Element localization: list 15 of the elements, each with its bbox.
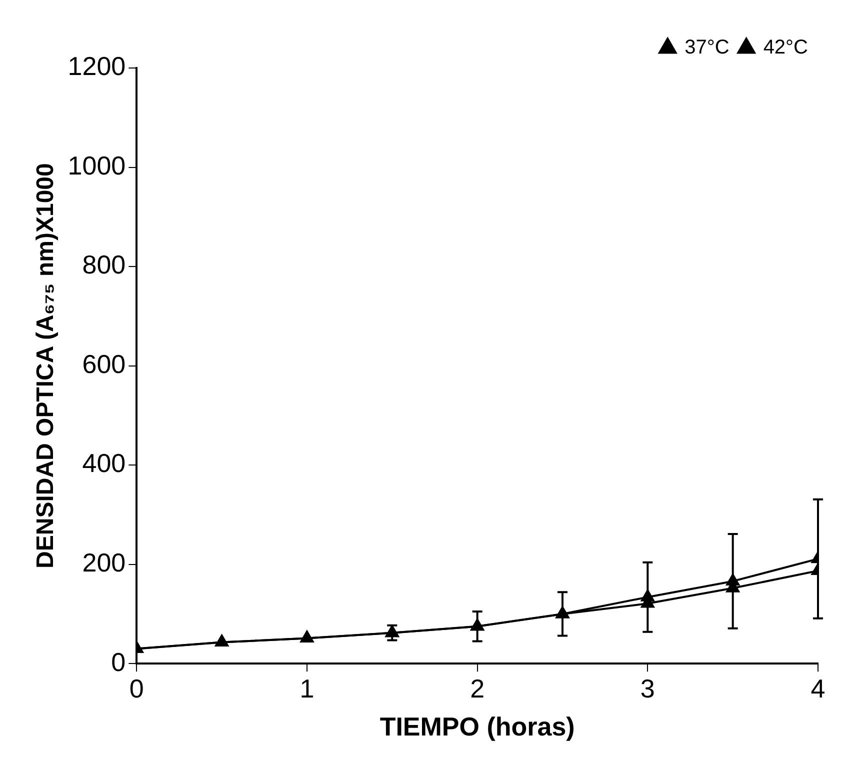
y-tick-label: 400 (82, 448, 126, 478)
y-tick-label: 1200 (68, 51, 126, 82)
y-tick-label: 200 (82, 548, 126, 578)
y-tick-label: 1000 (68, 150, 126, 180)
x-tick-label: 3 (640, 673, 655, 704)
legend-label: 42°C (763, 36, 808, 59)
x-tick-label: 2 (470, 673, 485, 704)
y-tick-label: 0 (111, 646, 126, 677)
y-tick-label: 600 (82, 348, 126, 379)
legend-label: 37°C (684, 36, 730, 59)
y-axis-title: DENSIDAD OPTICA (A₆₇₅ nm)X1000 (32, 163, 60, 568)
y-tick-label: 800 (82, 250, 126, 280)
x-axis-title: TIEMPO (horas) (380, 712, 575, 742)
x-tick-label: 1 (300, 673, 314, 704)
x-tick-label: 4 (810, 673, 826, 704)
